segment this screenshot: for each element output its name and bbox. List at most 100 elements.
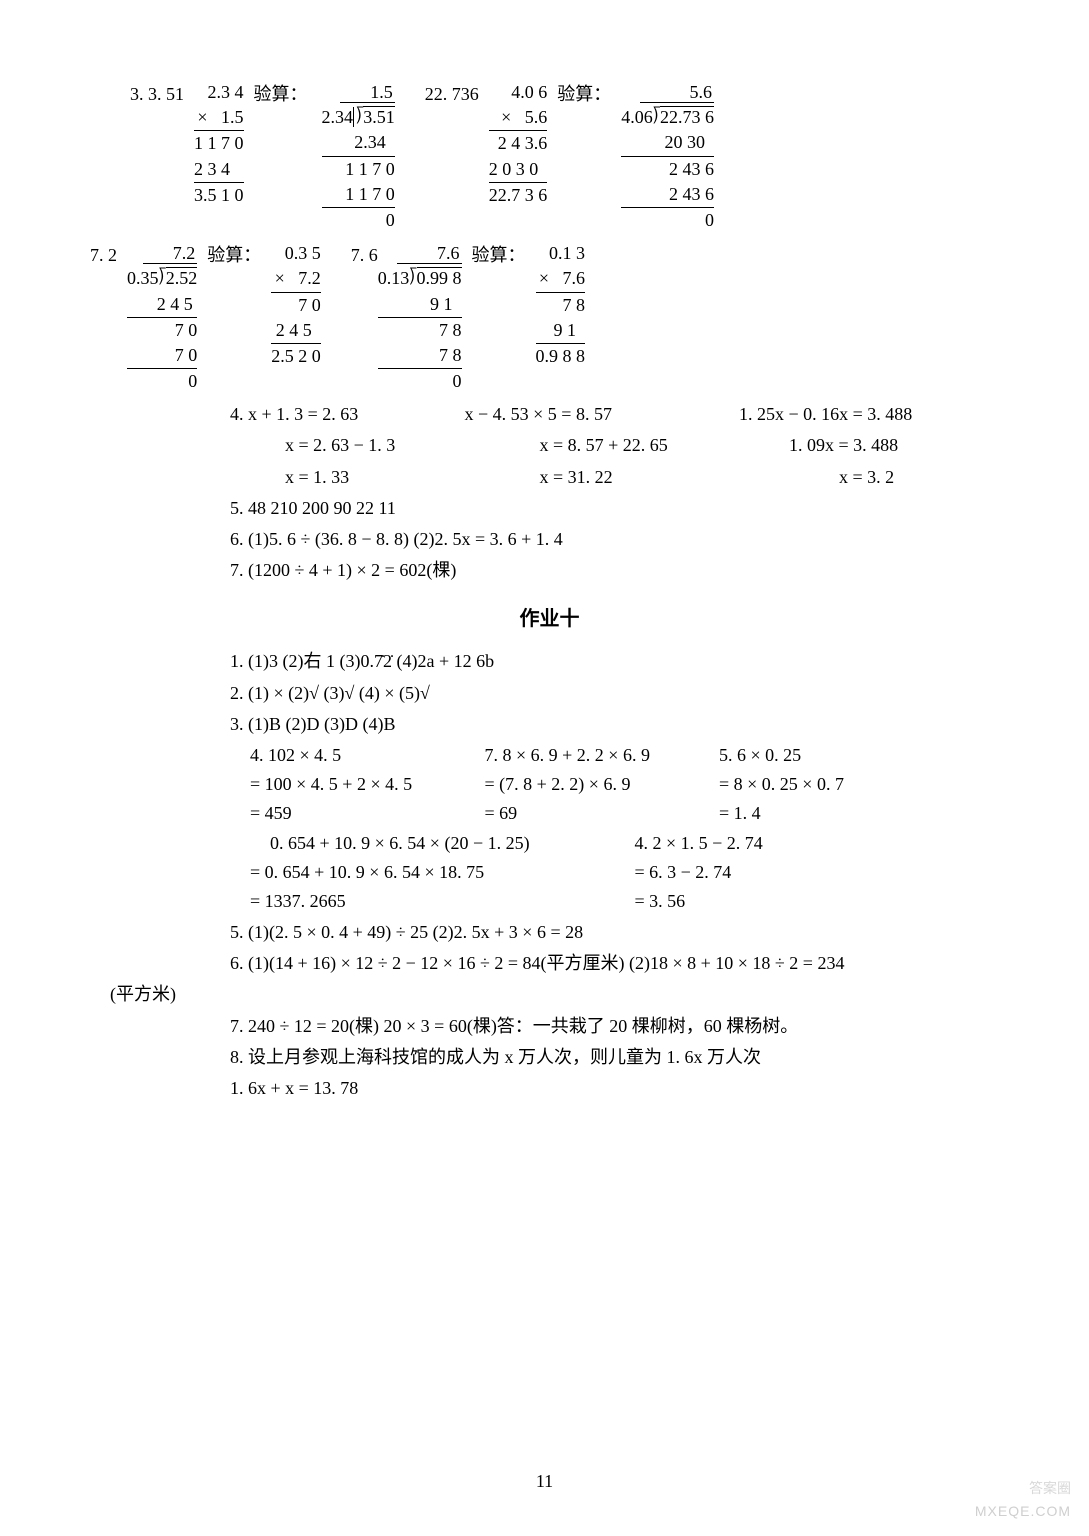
hw10-line: 2. (1) × (2)√ (3)√ (4) × (5)√ — [110, 681, 989, 706]
step-line: 0 — [621, 207, 714, 233]
equation-row: x = 1. 33 x = 31. 22 x = 3. 2 — [110, 465, 989, 490]
partial: 9 1 — [536, 318, 586, 343]
verify-label: 验算： — [472, 243, 526, 268]
expr: = 69 — [485, 801, 715, 826]
hw10-prob4-row: = 1337. 2665 = 3. 56 — [110, 889, 989, 914]
hw10-line: 1. (1)3 (2)右 1 (3)0.7̇2̇ (4)2a + 12 6b — [110, 649, 989, 674]
hw10-line: 6. (1)(14 + 16) × 12 ÷ 2 − 12 × 16 ÷ 2 =… — [110, 951, 989, 976]
answer-line-6: 6. (1)5. 6 ÷ (36. 8 − 8. 8) (2)2. 5x = 3… — [110, 527, 989, 552]
step-line: 1 1 7 0 — [322, 156, 395, 182]
step-line: 7 8 — [378, 343, 462, 368]
mult-block-4: 0.1 3 × 7.6 7 8 9 1 0.9 8 8 — [536, 241, 586, 369]
quotient: 7.2 — [143, 243, 198, 264]
verify-label: 验算： — [207, 243, 261, 268]
expr: = 0. 654 + 10. 9 × 6. 54 × 18. 75 — [250, 860, 630, 885]
eq: 1. 25x − 0. 16x = 3. 488 — [739, 402, 912, 427]
step-line: 7 0 — [127, 317, 197, 343]
q-label: 7. 2 — [90, 243, 117, 268]
eq: x = 8. 57 + 22. 65 — [465, 433, 735, 458]
hw10-prob4-row: = 100 × 4. 5 + 2 × 4. 5 = (7. 8 + 2. 2) … — [110, 772, 989, 797]
divisor-dividend: 0.35⟌2.52 — [127, 266, 197, 291]
result: 3.5 1 0 — [194, 182, 244, 208]
divisor-dividend: 0.13⟌0.99 8 — [378, 266, 462, 291]
eq: x = 2. 63 − 1. 3 — [230, 433, 460, 458]
partial: 7 8 — [536, 292, 586, 318]
step-line: 2 43 6 — [621, 156, 714, 182]
step-line: 2.34 — [322, 130, 395, 155]
equation-row: 4. x + 1. 3 = 2. 63 x − 4. 53 × 5 = 8. 5… — [110, 402, 989, 427]
eq: x = 3. 2 — [739, 465, 894, 490]
watermark-label: 答案圈 — [1029, 1480, 1071, 1500]
partial: 2 4 3.6 — [489, 130, 548, 156]
hw10-line: 3. (1)B (2)D (3)D (4)B — [110, 712, 989, 737]
expr: 4. 2 × 1. 5 − 2. 74 — [635, 831, 763, 856]
step-line: 7 8 — [378, 317, 462, 343]
expr: = (7. 8 + 2. 2) × 6. 9 — [485, 772, 715, 797]
quotient: 7.6 — [397, 243, 462, 264]
hw10-line: 5. (1)(2. 5 × 0. 4 + 49) ÷ 25 (2)2. 5x +… — [110, 920, 989, 945]
mult-bot: × 7.2 — [271, 266, 321, 291]
hw10-prob4-row: 0. 654 + 10. 9 × 6. 54 × (20 − 1. 25) 4.… — [110, 831, 989, 856]
expr: = 8 × 0. 25 × 0. 7 — [719, 772, 844, 797]
hw10-prob4-row: = 0. 654 + 10. 9 × 6. 54 × 18. 75 = 6. 3… — [110, 860, 989, 885]
expr: = 459 — [250, 801, 480, 826]
watermark-url: MXEQE.COM — [975, 1502, 1071, 1522]
eq: x = 1. 33 — [230, 465, 460, 490]
hw10-prob4-row: 4. 102 × 4. 5 7. 8 × 6. 9 + 2. 2 × 6. 9 … — [110, 743, 989, 768]
verify-label: 验算： — [557, 82, 611, 107]
mult-top: 4.0 6 — [489, 80, 548, 105]
expr: = 100 × 4. 5 + 2 × 4. 5 — [250, 772, 480, 797]
expr: = 6. 3 − 2. 74 — [635, 860, 732, 885]
answer-line-7: 7. (1200 ÷ 4 + 1) × 2 = 602(棵) — [110, 558, 989, 583]
partial: 1 1 7 0 — [194, 130, 244, 156]
eq: x − 4. 53 × 5 = 8. 57 — [465, 402, 735, 427]
hw10-line: (平方米) — [110, 982, 989, 1007]
mult-bot: × 5.6 — [489, 105, 548, 130]
step-line: 0 — [378, 368, 462, 394]
divisor-dividend: 4.06⟌22.73 6 — [621, 105, 714, 130]
result: 22.7 3 6 — [489, 182, 548, 208]
mult-bot: × 1.5 — [194, 105, 244, 130]
hw10-line: 1. 6x + x = 13. 78 — [110, 1076, 989, 1101]
hw10-prob4-row: = 459 = 69 = 1. 4 — [110, 801, 989, 826]
mult-bot: × 7.6 — [536, 266, 586, 291]
divisor-dividend: 2.34⟌3.51 — [322, 105, 395, 130]
div-block-4: 7.6 0.13⟌0.99 8 9 1 7 8 7 8 0 — [378, 241, 462, 394]
partial: 2 0 3 0 — [489, 157, 548, 182]
step-line: 20 30 — [621, 130, 714, 155]
div-block-2: 5.6 4.06⟌22.73 6 20 30 2 43 6 2 43 6 0 — [621, 80, 714, 233]
partial: 2 4 5 — [271, 318, 321, 343]
step-line: 1 1 7 0 — [322, 182, 395, 207]
mult-top: 0.1 3 — [536, 241, 586, 266]
quotient: 1.5 — [340, 82, 395, 103]
page-number: 11 — [0, 1469, 1089, 1494]
eq: x = 31. 22 — [465, 465, 735, 490]
step-line: 2 4 5 — [127, 292, 197, 317]
verify-label: 验算： — [254, 82, 308, 107]
expr: 0. 654 + 10. 9 × 6. 54 × (20 − 1. 25) — [250, 831, 630, 856]
calc-row-1: 3. 3. 51 2.3 4 × 1.5 1 1 7 0 2 3 4 3.5 1… — [130, 80, 989, 233]
div-block-3: 7.2 0.35⟌2.52 2 4 5 7 0 7 0 0 — [127, 241, 197, 394]
answer-line-5: 5. 48 210 200 90 22 11 — [110, 496, 989, 521]
step-line: 0 — [127, 368, 197, 394]
partial: 7 0 — [271, 292, 321, 318]
expr: = 3. 56 — [635, 889, 686, 914]
eq: 1. 09x = 3. 488 — [739, 433, 898, 458]
expr: 4. 102 × 4. 5 — [250, 743, 480, 768]
q-label: 3. 3. 51 — [130, 82, 184, 107]
mult-block-3: 0.3 5 × 7.2 7 0 2 4 5 2.5 2 0 — [271, 241, 321, 369]
step-line: 9 1 — [378, 292, 462, 317]
q-label: 7. 6 — [351, 243, 378, 268]
expr: 5. 6 × 0. 25 — [719, 743, 801, 768]
mult-block-2: 4.0 6 × 5.6 2 4 3.6 2 0 3 0 22.7 3 6 — [489, 80, 548, 208]
partial: 2 3 4 — [194, 157, 244, 182]
mult-block-1: 2.3 4 × 1.5 1 1 7 0 2 3 4 3.5 1 0 — [194, 80, 244, 208]
expr: 7. 8 × 6. 9 + 2. 2 × 6. 9 — [485, 743, 715, 768]
equation-row: x = 2. 63 − 1. 3 x = 8. 57 + 22. 65 1. 0… — [110, 433, 989, 458]
q-label: 22. 736 — [425, 82, 479, 107]
calc-row-2: 7. 2 7.2 0.35⟌2.52 2 4 5 7 0 7 0 0 验算： 0… — [90, 241, 989, 394]
step-line: 2 43 6 — [621, 182, 714, 207]
mult-top: 2.3 4 — [194, 80, 244, 105]
expr: = 1337. 2665 — [250, 889, 630, 914]
div-block-1: 1.5 2.34⟌3.51 2.34 1 1 7 0 1 1 7 0 0 — [318, 80, 395, 233]
